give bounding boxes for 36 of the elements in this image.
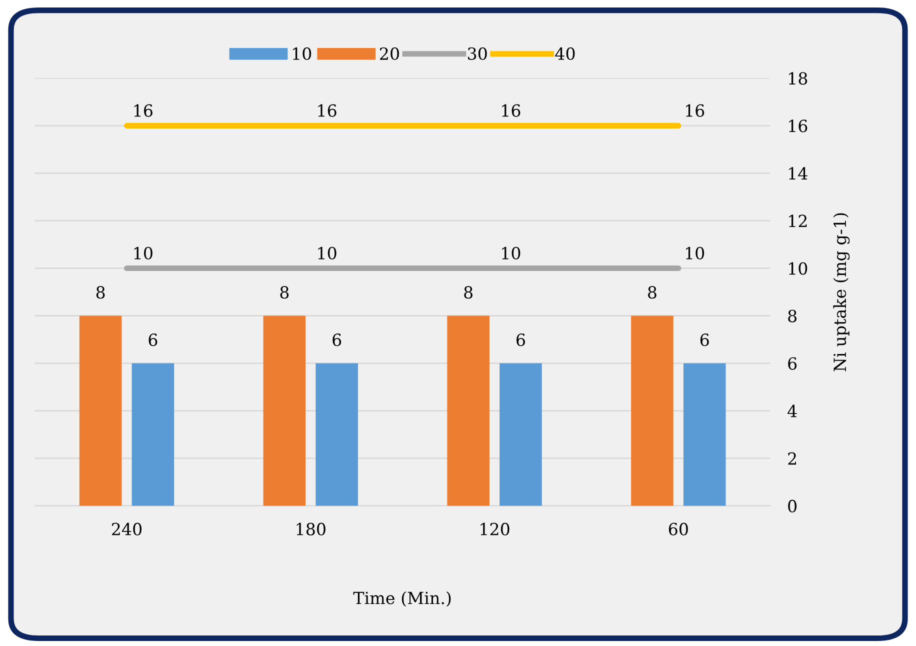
x-tick-label: 60	[668, 522, 688, 536]
data-label: 10	[318, 246, 336, 260]
x-axis-title: Time (Min.)	[353, 591, 451, 607]
data-label: 8	[648, 286, 656, 299]
data-label: 8	[280, 286, 289, 299]
x-tick-label: 120	[480, 522, 510, 536]
data-label: 10	[686, 246, 704, 260]
y-tick-label: 8	[788, 310, 797, 322]
data-label: 6	[332, 334, 342, 346]
y-tick-label: 16	[789, 120, 808, 132]
x-tick-label: 180	[296, 522, 326, 536]
y-tick-label: 2	[788, 452, 796, 465]
x-tick-label: 240	[112, 522, 142, 536]
y-tick-label: 14	[789, 167, 808, 180]
y-tick-label: 4	[788, 404, 797, 418]
data-label: 8	[464, 286, 472, 299]
y-tick-label: 6	[788, 357, 797, 370]
y-axis-title: Ni uptake (mg g-1)	[833, 213, 850, 372]
data-label: 16	[502, 104, 520, 117]
y-tick-label: 0	[788, 500, 797, 512]
data-label: 16	[134, 104, 152, 117]
data-label: 10	[502, 246, 520, 260]
y-tick-label: 18	[789, 72, 808, 85]
data-label: 6	[148, 334, 158, 346]
data-label: 16	[686, 104, 704, 117]
data-label: 8	[96, 286, 105, 299]
y-tick-label: 10	[789, 262, 808, 275]
legend-label: 40	[555, 47, 575, 60]
legend-label: 10	[293, 47, 312, 60]
data-label: 10	[134, 246, 152, 260]
data-label: 16	[318, 104, 336, 117]
y-tick-label: 12	[789, 214, 807, 228]
data-label: 6	[700, 334, 709, 346]
legend-label: 20	[380, 47, 399, 60]
legend-label: 30	[468, 47, 487, 60]
data-label: 6	[516, 334, 525, 346]
